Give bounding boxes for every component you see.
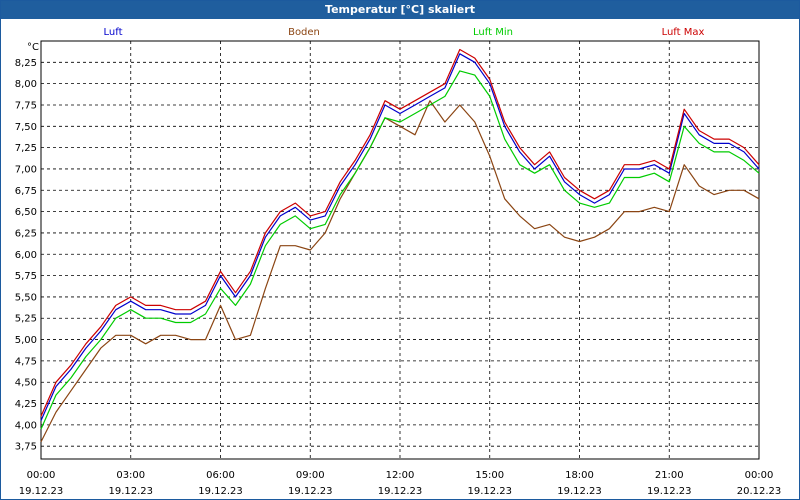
axes <box>40 40 760 460</box>
x-tick-time: 12:00 <box>386 470 415 481</box>
x-tick-time: 21:00 <box>655 470 684 481</box>
y-tick-label: 4,50 <box>15 378 37 389</box>
y-tick-label: 6,75 <box>15 186 37 197</box>
y-axis-ticks: 3,75 4,00 4,25 4,50 4,75 5,00 5,25 5,50 5,75 6,00… <box>15 58 37 453</box>
y-tick-label: 3,75 <box>15 442 37 453</box>
series-line-luft-min <box>40 70 760 430</box>
x-tick-time: 18:00 <box>565 470 594 481</box>
x-tick-date: 20.12.23 <box>737 486 782 497</box>
series-line-luft-max <box>40 48 760 417</box>
y-tick-label: 5,25 <box>15 314 37 325</box>
x-tick-date: 19.12.23 <box>108 486 153 497</box>
y-tick-label: 6,50 <box>15 207 37 218</box>
x-tick-date: 19.12.23 <box>557 486 602 497</box>
x-tick-time: 00:00 <box>27 470 56 481</box>
legend-entry-luft: Luft <box>104 27 123 38</box>
x-tick-date: 19.12.23 <box>198 486 243 497</box>
y-axis-unit: °C <box>27 42 39 53</box>
y-tick-label: 8,00 <box>15 79 37 90</box>
x-tick-date: 19.12.23 <box>288 486 333 497</box>
window-title: Temperatur [°C] skaliert <box>1 1 799 19</box>
y-tick-label: 7,25 <box>15 143 37 154</box>
y-tick-label: 7,50 <box>15 122 37 133</box>
legend: Luft Boden Luft Min Luft Max <box>104 27 705 38</box>
y-tick-label: 5,75 <box>15 271 37 282</box>
y-tick-label: 5,50 <box>15 292 37 303</box>
series-line-luft <box>40 53 760 421</box>
grid <box>41 41 759 459</box>
y-tick-label: 4,75 <box>15 356 37 367</box>
y-tick-label: 4,25 <box>15 399 37 410</box>
x-tick-time: 03:00 <box>116 470 145 481</box>
series-line-boden <box>40 100 760 443</box>
x-tick-time: 00:00 <box>745 470 774 481</box>
y-tick-label: 7,75 <box>15 100 37 111</box>
x-tick-date: 19.12.23 <box>19 486 64 497</box>
y-tick-label: 7,00 <box>15 164 37 175</box>
legend-entry-boden: Boden <box>288 27 320 38</box>
x-axis-ticks: 00:00 19.12.23 03:00 19.12.23 06:00 19.12.23 0… <box>19 470 782 497</box>
legend-entry-luft-min: Luft Min <box>473 27 513 38</box>
y-tick-label: 4,00 <box>15 420 37 431</box>
plot-frame <box>40 40 760 460</box>
y-tick-label: 8,25 <box>15 58 37 69</box>
y-tick-label: 5,00 <box>15 335 37 346</box>
series-lines <box>40 48 760 443</box>
legend-entry-luft-max: Luft Max <box>662 27 705 38</box>
x-tick-time: 09:00 <box>296 470 325 481</box>
y-tick-label: 6,00 <box>15 250 37 261</box>
x-tick-date: 19.12.23 <box>467 486 512 497</box>
x-tick-date: 19.12.23 <box>378 486 423 497</box>
x-tick-time: 15:00 <box>475 470 504 481</box>
x-tick-time: 06:00 <box>206 470 235 481</box>
y-tick-label: 6,25 <box>15 228 37 239</box>
x-tick-date: 19.12.23 <box>647 486 692 497</box>
